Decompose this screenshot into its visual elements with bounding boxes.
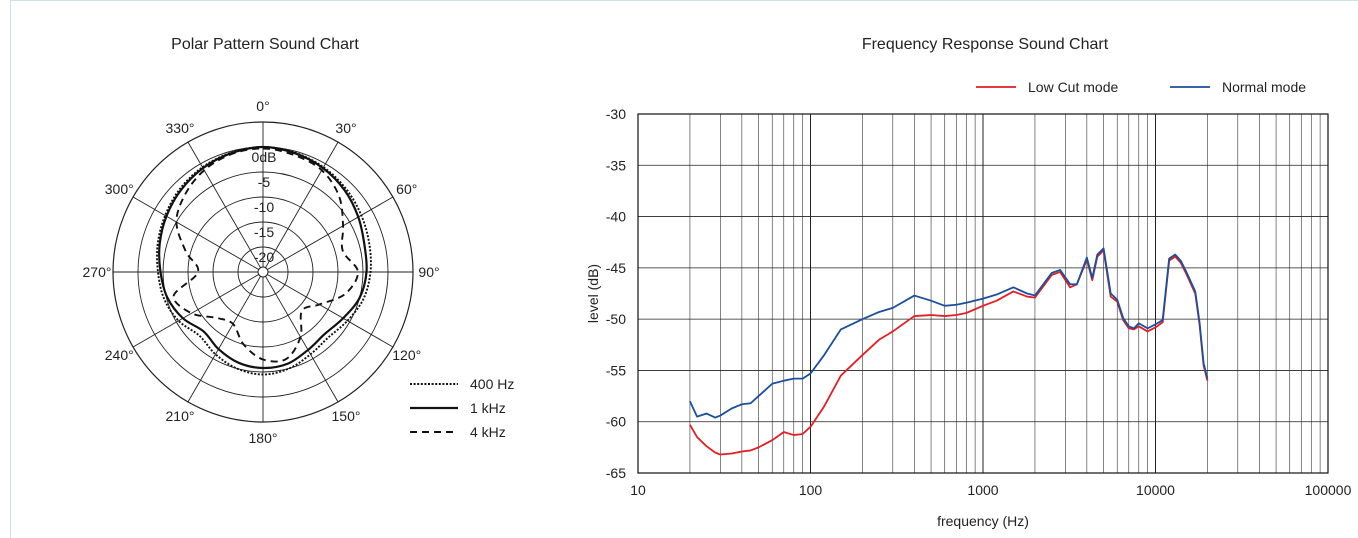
polar-spoke [132, 274, 259, 348]
freq-x-tick-label: 100 [799, 482, 823, 498]
frequency-chart-title: Frequency Response Sound Chart [861, 36, 1109, 53]
freq-y-tick-label: -45 [606, 260, 626, 276]
polar-spoke [267, 196, 394, 270]
freq-series-line [689, 247, 1209, 419]
freq-x-tick-label: 1000 [967, 482, 998, 498]
freq-y-tick-label: -40 [606, 209, 626, 225]
polar-legend-label: 4 kHz [470, 424, 506, 440]
polar-angle-label: 210° [166, 408, 195, 424]
polar-radial-label: -10 [254, 199, 274, 215]
freq-x-tick-label: 10 [630, 482, 646, 498]
polar-angle-label: 120° [392, 347, 421, 363]
polar-angle-label: 150° [332, 408, 361, 424]
polar-center [257, 266, 269, 278]
polar-angle-label: 300° [105, 181, 134, 197]
polar-radial-label: 0dB [252, 149, 277, 165]
polar-pattern-chart: 0° 30° 60° 90° 120° 150° 180° 210° 240° 270° 300° 3… [83, 98, 515, 446]
freq-y-tick-label: -60 [606, 414, 626, 430]
polar-chart-title: Polar Pattern Sound Chart [171, 36, 359, 53]
polar-angle-label: 270° [83, 264, 112, 280]
chart-panel-frame [10, 0, 1358, 538]
freq-y-tick-label: -35 [606, 157, 626, 173]
polar-angle-label: 60° [396, 181, 417, 197]
polar-spoke [187, 141, 261, 268]
polar-spoke [267, 274, 394, 348]
freq-y-axis-label: level (dB) [585, 264, 601, 323]
freq-plot-frame [637, 113, 1329, 474]
freq-legend-label: Normal mode [1222, 79, 1306, 95]
polar-radial-label: -20 [254, 249, 274, 265]
freq-y-tick-label: -50 [606, 311, 626, 327]
polar-spoke [132, 196, 259, 270]
polar-spoke [187, 276, 261, 403]
freq-y-tick-label: -65 [606, 465, 626, 481]
polar-spoke [265, 276, 339, 403]
polar-spoke [265, 141, 339, 268]
freq-x-tick-label: 100000 [1305, 482, 1352, 498]
freq-y-tick-label: -30 [606, 106, 626, 122]
freq-x-axis-label: frequency (Hz) [937, 513, 1029, 529]
polar-angle-label: 180° [249, 430, 278, 446]
freq-legend-label: Low Cut mode [1028, 79, 1118, 95]
freq-y-tick-label: -55 [606, 362, 626, 378]
frequency-response-chart: -65 -60 -55 -50 -45 -40 -35 -30 10 100 1000 10000 10… [585, 79, 1352, 529]
freq-series-line [689, 249, 1209, 456]
polar-angle-label: 0° [256, 98, 269, 114]
polar-angle-label: 240° [105, 347, 134, 363]
polar-series-line [172, 147, 359, 363]
polar-angle-label: 330° [166, 120, 195, 136]
polar-angle-label: 90° [418, 264, 439, 280]
polar-series-line [156, 146, 372, 376]
polar-angle-label: 30° [335, 120, 356, 136]
polar-radial-label: -15 [254, 224, 274, 240]
polar-legend-label: 1 kHz [470, 400, 506, 416]
polar-series-line [158, 145, 368, 370]
polar-legend-label: 400 Hz [470, 376, 514, 392]
polar-radial-label: -5 [258, 174, 271, 190]
freq-x-tick-label: 10000 [1136, 482, 1175, 498]
